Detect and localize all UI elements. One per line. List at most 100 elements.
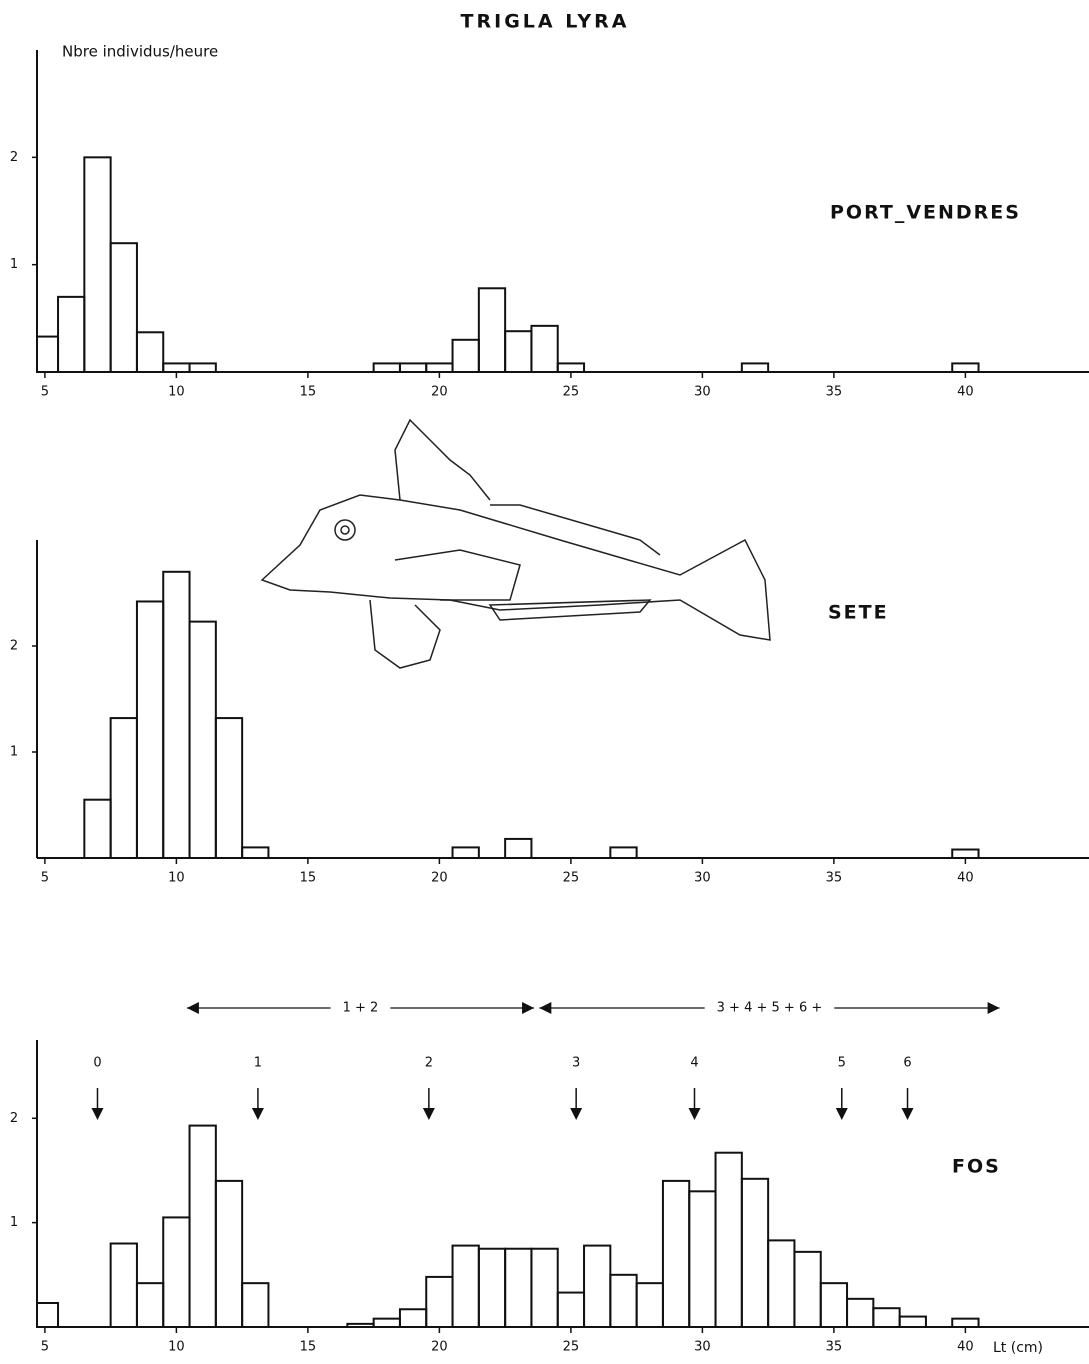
fish-fin <box>490 505 660 555</box>
histogram-bar <box>137 1283 163 1327</box>
histogram-bar <box>453 340 479 372</box>
histogram-bar <box>137 332 163 372</box>
age-marker-label: 4 <box>690 1056 698 1071</box>
histogram-bar <box>505 331 531 372</box>
x-tick-label: 25 <box>563 385 580 400</box>
histogram-bar <box>663 1181 689 1327</box>
histogram-bar <box>216 1181 242 1327</box>
histogram-bar <box>137 601 163 858</box>
x-tick-label: 35 <box>826 385 843 400</box>
fish-eye <box>335 520 355 540</box>
histogram-bar <box>400 363 426 372</box>
histogram-bar <box>242 1283 268 1327</box>
age-marker-head <box>902 1108 914 1120</box>
x-tick-label: 40 <box>957 871 974 886</box>
histogram-bar <box>610 847 636 858</box>
x-tick-label: 40 <box>957 1340 974 1355</box>
x-tick-label: 10 <box>168 1340 185 1355</box>
age-range-head <box>988 1002 1000 1014</box>
histogram-bar <box>952 850 978 858</box>
histogram-bar <box>216 718 242 858</box>
histogram-bar <box>479 288 505 372</box>
age-range-label: 3 + 4 + 5 + 6 + <box>717 1001 823 1016</box>
fish-eye <box>341 526 349 534</box>
histogram-bar <box>84 800 110 858</box>
fish-fin <box>395 420 490 500</box>
fish-body <box>262 495 770 640</box>
histogram-bar <box>111 1244 137 1327</box>
histogram-bar <box>873 1308 899 1327</box>
x-tick-label: 20 <box>431 871 448 886</box>
x-tick-label: 5 <box>41 385 49 400</box>
age-marker-head <box>570 1108 582 1120</box>
histogram-bar <box>637 1283 663 1327</box>
age-marker-label: 1 <box>254 1056 262 1071</box>
station-label: PORT_VENDRES <box>830 202 1021 224</box>
x-tick-label: 35 <box>826 1340 843 1355</box>
x-tick-label: 15 <box>300 871 317 886</box>
histogram-bar <box>584 1246 610 1327</box>
x-tick-label: 5 <box>41 1340 49 1355</box>
histogram-bar <box>347 1324 373 1327</box>
age-range-label: 1 + 2 <box>343 1001 379 1016</box>
x-tick-label: 25 <box>563 1340 580 1355</box>
histogram-bar <box>111 243 137 372</box>
age-marker-label: 5 <box>838 1056 846 1071</box>
histogram-bar <box>505 839 531 858</box>
fish-fin <box>395 550 520 600</box>
y-tick-label: 2 <box>10 639 18 654</box>
histogram-bar <box>821 1283 847 1327</box>
x-tick-label: 35 <box>826 871 843 886</box>
x-tick-label: 40 <box>957 385 974 400</box>
age-marker-label: 2 <box>425 1056 433 1071</box>
histogram-bar <box>900 1317 926 1327</box>
histogram-bar <box>58 297 84 372</box>
y-axis-label: Nbre individus/heure <box>62 43 218 61</box>
x-tick-label: 5 <box>41 871 49 886</box>
histogram-bar <box>716 1153 742 1327</box>
histogram-bar <box>531 326 557 372</box>
x-tick-label: 10 <box>168 385 185 400</box>
station-label: FOS <box>952 1156 1001 1178</box>
histogram-bar <box>847 1299 873 1327</box>
histogram-bar <box>374 1319 400 1327</box>
histogram-bar <box>453 847 479 858</box>
age-range-head <box>187 1002 199 1014</box>
x-axis-label: Lt (cm) <box>993 1340 1043 1356</box>
x-tick-label: 30 <box>694 1340 711 1355</box>
y-tick-label: 2 <box>10 1111 18 1126</box>
age-range-head <box>522 1002 534 1014</box>
age-range-head <box>539 1002 551 1014</box>
y-tick-label: 1 <box>10 745 18 760</box>
histogram-bar <box>163 363 189 372</box>
histogram-bar <box>37 337 58 372</box>
histogram-bar <box>531 1249 557 1327</box>
histogram-bar <box>952 1319 978 1327</box>
x-tick-label: 25 <box>563 871 580 886</box>
station-label: SETE <box>828 602 889 624</box>
fish-fin <box>370 600 440 668</box>
histogram-bar <box>111 718 137 858</box>
age-marker-head <box>91 1108 103 1120</box>
x-tick-label: 30 <box>694 385 711 400</box>
y-tick-label: 1 <box>10 1215 18 1230</box>
histogram-bar <box>242 847 268 858</box>
age-marker-head <box>689 1108 701 1120</box>
age-marker-label: 3 <box>572 1056 580 1071</box>
histogram-bar <box>742 1179 768 1327</box>
histogram-bar <box>163 1217 189 1327</box>
histogram-bar <box>37 1303 58 1327</box>
age-marker-head <box>836 1108 848 1120</box>
histogram-bar <box>190 1126 216 1327</box>
histogram-bar <box>453 1246 479 1327</box>
y-tick-label: 1 <box>10 257 18 272</box>
x-tick-label: 30 <box>694 871 711 886</box>
histogram-bar <box>768 1240 794 1327</box>
histogram-bar <box>558 1293 584 1327</box>
figure-title: TRIGLA LYRA <box>461 11 630 33</box>
x-tick-label: 15 <box>300 385 317 400</box>
histogram-bar <box>426 1277 452 1327</box>
histogram-bar <box>190 622 216 858</box>
x-tick-label: 20 <box>431 385 448 400</box>
x-tick-label: 15 <box>300 1340 317 1355</box>
